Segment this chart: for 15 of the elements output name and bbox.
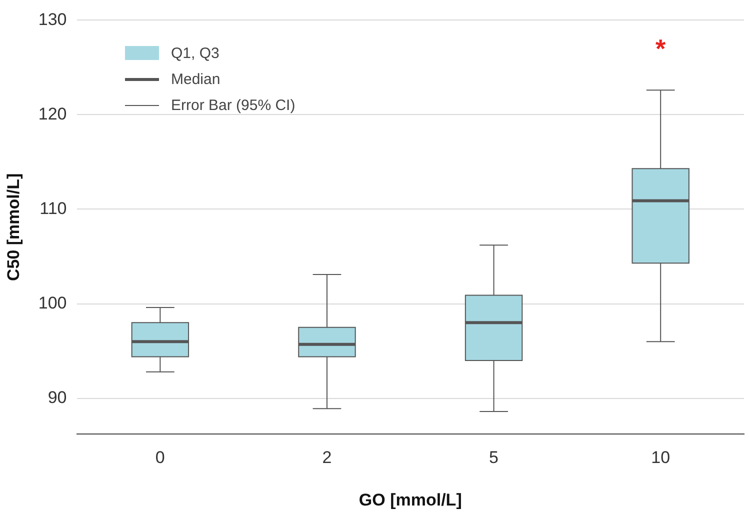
annotation: Error Bar (95% CI) xyxy=(171,96,296,114)
y-tick-label: 120 xyxy=(38,104,67,124)
x-tick-label: 5 xyxy=(489,448,499,468)
annotation: Median xyxy=(171,70,220,88)
x-tick-label: 2 xyxy=(322,448,332,468)
x-tick-label: 10 xyxy=(651,448,670,468)
x-axis-title: GO [mmol/L] xyxy=(358,490,462,510)
x-tick-label: 0 xyxy=(155,448,165,468)
annotation: * xyxy=(656,33,667,64)
legend-label: Q1, Q3 xyxy=(171,44,220,62)
y-axis-title: C50 [mmol/L] xyxy=(4,173,23,282)
y-tick-label: 110 xyxy=(40,198,67,218)
y-tick-label: 130 xyxy=(38,10,67,29)
y-tick-label: 90 xyxy=(48,388,67,407)
y-tick-label: 100 xyxy=(38,293,67,312)
